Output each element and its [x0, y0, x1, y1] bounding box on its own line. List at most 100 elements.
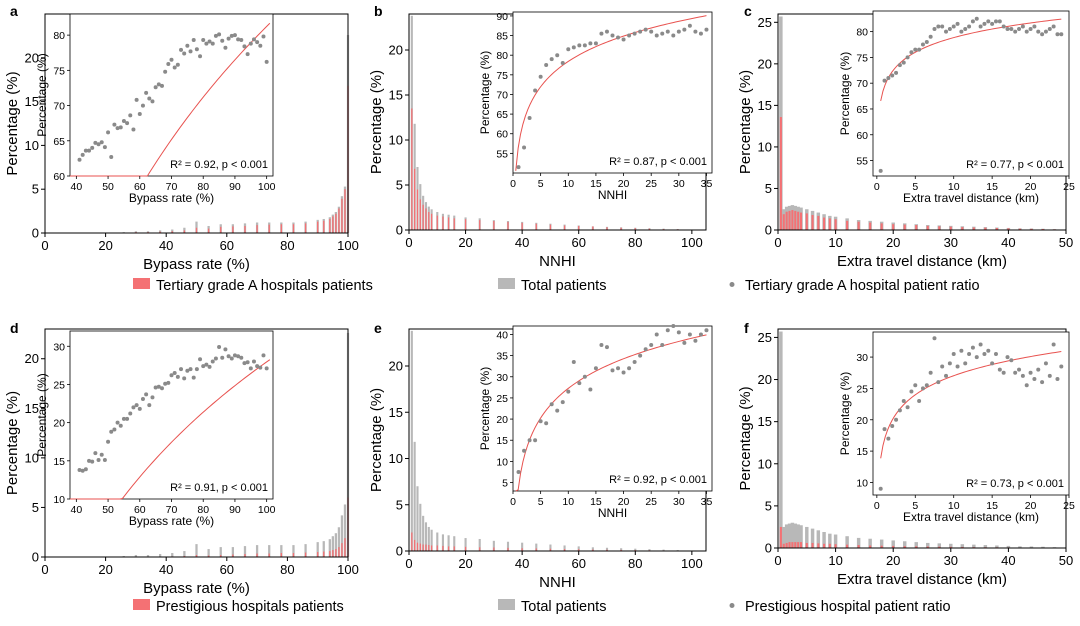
x-tick-label: 20: [98, 562, 112, 577]
data-point: [173, 66, 177, 70]
bar-subset: [846, 545, 848, 548]
data-point: [179, 367, 183, 371]
data-point: [90, 146, 94, 150]
data-point: [994, 352, 998, 356]
bar-subset: [338, 547, 339, 557]
data-point: [217, 32, 221, 36]
bar-total: [779, 332, 782, 548]
data-point: [594, 366, 598, 370]
data-point: [605, 345, 609, 349]
data-point: [671, 34, 675, 38]
y-tick-label: 25: [496, 393, 508, 405]
data-point: [925, 383, 929, 387]
y-tick-label: 80: [496, 50, 508, 62]
bar-subset: [341, 199, 342, 233]
data-point: [963, 361, 967, 365]
data-point: [544, 421, 548, 425]
data-point: [894, 71, 898, 75]
bar-subset: [817, 216, 819, 230]
data-point: [1021, 24, 1025, 28]
x-tick-label: 80: [628, 556, 642, 571]
data-point: [605, 30, 609, 34]
data-point: [975, 355, 979, 359]
x-tick-label: 0: [510, 178, 516, 190]
data-point: [566, 47, 570, 51]
data-point: [982, 352, 986, 356]
data-point: [1059, 32, 1063, 36]
data-point: [239, 356, 243, 360]
data-point: [555, 53, 559, 57]
x-tick-label: 25: [645, 178, 657, 190]
data-point: [1036, 368, 1040, 372]
data-point: [1017, 368, 1021, 372]
x-tick-label: 50: [1059, 235, 1073, 250]
data-point: [638, 354, 642, 358]
data-point: [940, 364, 944, 368]
data-point: [998, 368, 1002, 372]
data-point: [655, 34, 659, 38]
data-point: [1013, 371, 1017, 375]
bar-subset: [817, 543, 819, 548]
data-point: [971, 19, 975, 23]
data-point: [898, 63, 902, 67]
bar-subset: [208, 229, 209, 233]
x-tick-label: 10: [828, 553, 842, 568]
y-tick-label: 5: [396, 178, 403, 193]
data-point: [192, 376, 196, 380]
data-point: [704, 328, 708, 332]
x-tick-label: 10: [562, 178, 574, 190]
data-point: [125, 121, 129, 125]
bar-subset: [448, 217, 449, 230]
bar-subset: [417, 190, 418, 231]
x-tick-label: 40: [71, 181, 83, 193]
bar-subset: [420, 199, 421, 230]
data-point: [528, 116, 532, 120]
bar-subset: [414, 540, 415, 551]
x-axis-label: NNHI: [539, 253, 576, 270]
x-tick-label: 100: [258, 181, 276, 193]
data-point: [1029, 371, 1033, 375]
data-point: [699, 32, 703, 36]
data-point: [1017, 27, 1021, 31]
bar-subset: [835, 219, 837, 230]
bar-subset: [578, 226, 579, 230]
data-point: [1040, 380, 1044, 384]
data-point: [971, 346, 975, 350]
data-point: [913, 48, 917, 52]
panel-letter: e: [374, 320, 382, 336]
panel-letter: f: [744, 320, 749, 336]
data-point: [655, 332, 659, 336]
x-tick-label: 100: [337, 238, 359, 253]
bar-subset: [806, 213, 808, 230]
data-point: [671, 324, 675, 328]
y-axis-label: Percentage (%): [4, 71, 21, 175]
y-tick-label: 10: [25, 138, 39, 153]
data-point: [990, 22, 994, 26]
bar-subset: [904, 225, 906, 230]
data-point: [150, 395, 154, 399]
x-tick-label: 30: [673, 496, 685, 508]
y-tick-label: 10: [758, 456, 772, 471]
x-tick-label: 50: [102, 504, 114, 516]
bar-subset: [783, 544, 785, 548]
data-point: [249, 366, 253, 370]
y-tick-label: 10: [389, 133, 403, 148]
data-point: [986, 19, 990, 23]
y-tick-label: 15: [856, 446, 868, 458]
data-point: [704, 28, 708, 32]
data-point: [998, 19, 1002, 23]
y-tick-label: 15: [53, 456, 65, 468]
data-point: [682, 341, 686, 345]
bar-subset: [420, 544, 421, 551]
data-point: [611, 34, 615, 38]
data-point: [154, 85, 158, 89]
data-point: [230, 356, 234, 360]
bar-subset: [411, 533, 412, 552]
y-tick-label: 15: [758, 98, 772, 113]
x-tick-label: 30: [944, 553, 958, 568]
y-tick-label: 85: [496, 31, 508, 43]
bar-subset: [256, 554, 257, 557]
data-point: [176, 375, 180, 379]
data-point: [599, 32, 603, 36]
